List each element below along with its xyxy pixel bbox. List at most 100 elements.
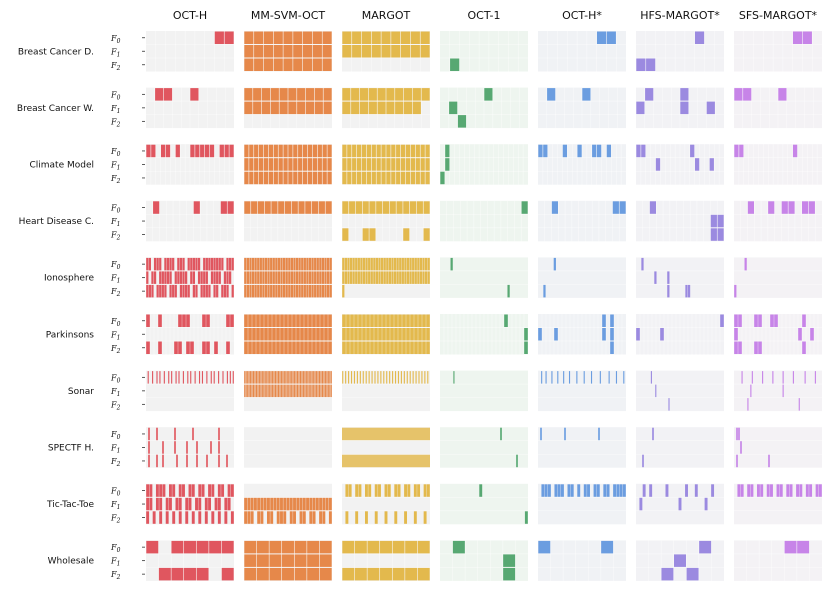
selected-feature-cell <box>218 454 220 468</box>
selected-feature-cell <box>349 257 353 271</box>
column-title-oct-h: OCT-H <box>173 9 207 22</box>
selected-feature-cell <box>304 328 308 341</box>
selected-feature-cell <box>310 371 312 384</box>
selected-feature-cell <box>772 371 774 384</box>
selected-feature-cell <box>381 144 386 158</box>
selected-feature-cell <box>358 454 360 468</box>
selected-feature-cell <box>230 484 234 497</box>
selected-feature-cell <box>294 371 296 384</box>
selected-feature-cell <box>278 171 283 185</box>
selected-feature-cell <box>426 341 430 354</box>
selected-feature-cell <box>324 271 327 284</box>
selected-feature-cell <box>264 371 266 384</box>
selected-feature-cell <box>381 171 386 185</box>
selected-feature-cell <box>260 328 264 341</box>
selected-feature-cell <box>756 484 760 497</box>
selected-feature-cell <box>264 384 266 398</box>
selected-feature-cell <box>248 371 250 384</box>
selected-feature-cell <box>342 427 344 441</box>
selected-feature-cell <box>184 284 188 298</box>
selected-feature-cell <box>303 271 306 284</box>
selected-feature-cell <box>319 257 322 271</box>
selected-feature-cell <box>244 31 254 44</box>
selected-feature-cell <box>720 314 724 327</box>
selected-feature-cell <box>263 371 265 384</box>
selected-feature-cell <box>426 328 430 341</box>
selected-feature-cell <box>799 484 803 497</box>
selected-feature-cell <box>380 567 392 581</box>
selected-feature-cell <box>390 454 392 468</box>
selected-feature-cell <box>376 454 378 468</box>
selected-feature-cell <box>796 484 800 497</box>
selected-feature-cell <box>404 271 407 284</box>
selected-feature-cell <box>410 31 420 44</box>
selected-feature-cell <box>390 328 394 341</box>
selected-feature-cell <box>378 314 382 327</box>
selected-feature-cell <box>414 257 417 271</box>
heatmap-panel <box>244 370 332 412</box>
selected-feature-cell <box>232 371 234 384</box>
selected-feature-cell <box>266 497 270 511</box>
dataset-row: Parkinsons F0 F1 F2 <box>46 314 822 355</box>
selected-feature-cell <box>165 497 169 511</box>
selected-feature-cell <box>289 384 291 398</box>
selected-feature-cell <box>737 484 741 497</box>
selected-feature-cell <box>380 454 382 468</box>
selected-feature-cell <box>694 484 698 497</box>
selected-feature-cell <box>148 284 152 298</box>
selected-feature-cell <box>322 45 332 58</box>
selected-feature-cell <box>738 427 740 441</box>
selected-feature-cell <box>694 158 700 171</box>
selected-feature-cell <box>290 284 294 298</box>
selected-feature-cell <box>373 271 376 284</box>
selected-feature-cell <box>417 484 421 497</box>
selected-feature-cell <box>587 484 590 497</box>
selected-feature-cell <box>366 328 370 341</box>
selected-feature-cell <box>324 328 328 341</box>
dataset-label: Breast Cancer W. <box>17 104 94 114</box>
selected-feature-cell <box>352 427 354 441</box>
selected-feature-cell <box>214 497 218 511</box>
selected-feature-cell <box>770 314 774 327</box>
selected-feature-cell <box>172 484 176 497</box>
selected-feature-cell <box>382 314 386 327</box>
selected-feature-cell <box>228 257 232 271</box>
selected-feature-cell <box>371 171 376 185</box>
selected-feature-cell <box>366 144 372 158</box>
heatmap-panel <box>342 314 430 355</box>
selected-feature-cell <box>418 328 422 341</box>
heatmap-panel <box>342 144 430 185</box>
selected-feature-cell <box>305 201 312 214</box>
selected-feature-cell <box>159 371 161 384</box>
selected-feature-cell <box>426 314 430 327</box>
selected-feature-cell <box>288 144 293 158</box>
selected-feature-cell <box>278 144 283 158</box>
selected-feature-cell <box>362 371 364 384</box>
heatmap-panel <box>440 200 528 242</box>
selected-feature-cell <box>380 371 382 384</box>
selected-feature-cell <box>798 398 800 411</box>
selected-feature-cell <box>293 257 296 271</box>
selected-feature-cell <box>164 284 167 298</box>
selected-feature-cell <box>268 158 274 171</box>
selected-feature-cell <box>244 314 248 327</box>
selected-feature-cell <box>218 271 221 284</box>
heatmap-panel <box>146 314 234 355</box>
selected-feature-cell <box>593 484 597 497</box>
selected-feature-cell <box>220 201 227 214</box>
selected-feature-cell <box>387 484 391 497</box>
selected-feature-cell <box>366 341 370 354</box>
selected-feature-cell <box>423 484 427 497</box>
selected-feature-cell <box>208 484 212 497</box>
selected-feature-cell <box>406 271 410 284</box>
heatmap-panel <box>244 31 332 72</box>
selected-feature-cell <box>320 314 324 327</box>
selected-feature-cell <box>306 497 310 511</box>
selected-feature-cell <box>384 427 386 441</box>
selected-feature-cell <box>293 144 298 158</box>
selected-feature-cell <box>175 497 179 511</box>
selected-feature-cell <box>355 271 358 284</box>
selected-feature-cell <box>503 554 516 567</box>
selected-feature-cell <box>171 371 173 384</box>
selected-feature-cell <box>264 271 268 284</box>
